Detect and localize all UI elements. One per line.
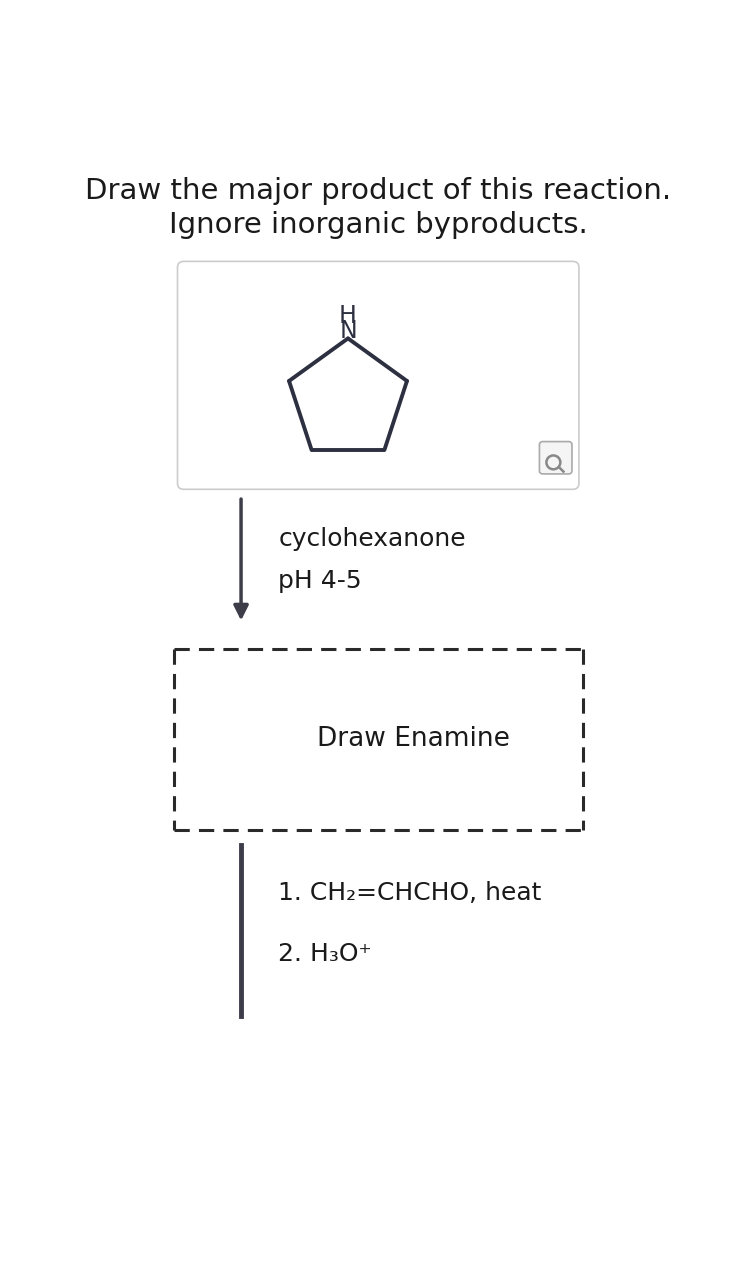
FancyBboxPatch shape [539, 442, 572, 474]
Text: Ignore inorganic byproducts.: Ignore inorganic byproducts. [169, 211, 587, 239]
Text: H: H [339, 303, 357, 328]
Text: 2. H₃O⁺: 2. H₃O⁺ [278, 942, 372, 966]
FancyBboxPatch shape [178, 261, 579, 489]
Text: pH 4-5: pH 4-5 [278, 568, 362, 593]
Text: N: N [339, 319, 357, 343]
Text: 1. CH₂=CHCHO, heat: 1. CH₂=CHCHO, heat [278, 881, 542, 905]
Text: Draw the major product of this reaction.: Draw the major product of this reaction. [85, 177, 672, 205]
Text: Draw Enamine: Draw Enamine [317, 726, 510, 751]
Text: cyclohexanone: cyclohexanone [278, 526, 466, 550]
